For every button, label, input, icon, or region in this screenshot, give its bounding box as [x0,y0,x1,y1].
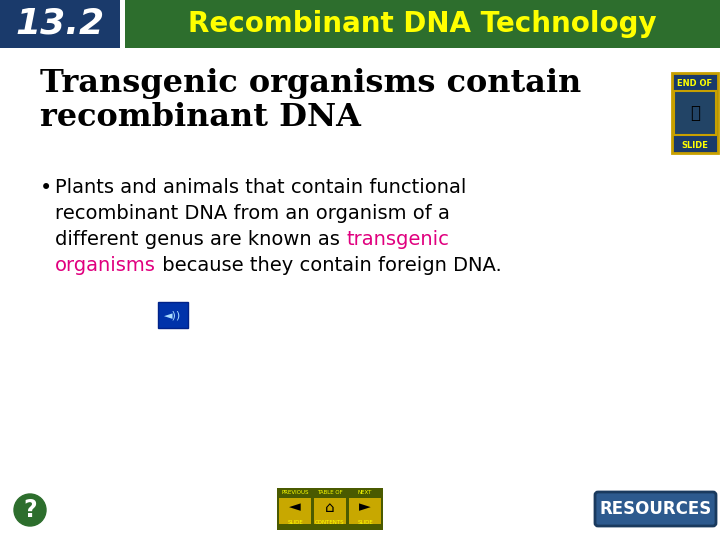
Text: ◄)): ◄)) [164,310,181,320]
Text: 🐋: 🐋 [690,104,700,122]
Text: ⌂: ⌂ [325,500,335,515]
Text: organisms: organisms [55,256,156,275]
FancyBboxPatch shape [674,91,716,135]
FancyBboxPatch shape [279,498,311,524]
Text: RESOURCES: RESOURCES [599,500,711,518]
Text: Plants and animals that contain functional: Plants and animals that contain function… [55,178,467,197]
Text: TABLE OF: TABLE OF [317,490,343,496]
Text: •: • [40,178,53,198]
Text: ►: ► [359,500,371,515]
Text: SLIDE: SLIDE [357,521,373,525]
FancyBboxPatch shape [312,488,348,530]
FancyBboxPatch shape [595,492,716,526]
Text: recombinant DNA from an organism of a: recombinant DNA from an organism of a [55,204,450,223]
Text: 13.2: 13.2 [15,7,104,41]
FancyBboxPatch shape [314,498,346,524]
FancyBboxPatch shape [349,498,381,524]
Text: Transgenic organisms contain: Transgenic organisms contain [40,68,581,99]
Text: different genus are known as: different genus are known as [55,230,346,249]
Circle shape [14,494,46,526]
Text: CONTENTS: CONTENTS [315,521,345,525]
FancyBboxPatch shape [125,0,720,48]
FancyBboxPatch shape [158,302,188,328]
Text: ◄: ◄ [289,500,301,515]
FancyBboxPatch shape [672,73,718,153]
FancyBboxPatch shape [347,488,383,530]
Text: ?: ? [23,498,37,522]
Text: because they contain foreign DNA.: because they contain foreign DNA. [156,256,502,275]
Text: Recombinant DNA Technology: Recombinant DNA Technology [188,10,657,38]
FancyBboxPatch shape [277,488,313,530]
Text: PREVIOUS: PREVIOUS [282,490,309,496]
Text: END OF: END OF [678,78,713,87]
Text: SLIDE: SLIDE [287,521,303,525]
Text: transgenic: transgenic [346,230,449,249]
Text: NEXT: NEXT [358,490,372,496]
FancyBboxPatch shape [0,0,120,48]
Text: recombinant DNA: recombinant DNA [40,102,361,133]
Text: SLIDE: SLIDE [682,140,708,150]
